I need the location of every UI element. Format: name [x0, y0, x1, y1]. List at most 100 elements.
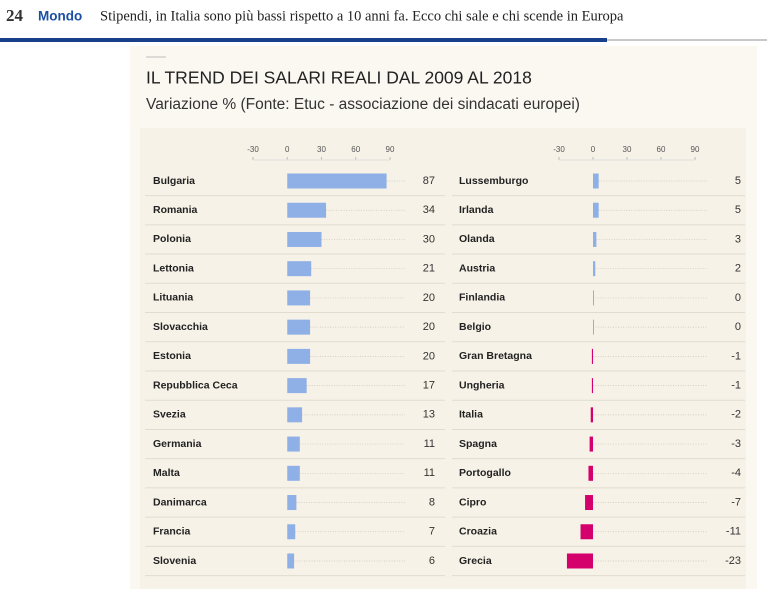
x-tick-label: 30 [317, 145, 326, 154]
row-label: Estonia [153, 350, 191, 362]
chart-subtitle: Variazione % (Fonte: Etuc - associazione… [146, 96, 580, 113]
bar [287, 407, 303, 423]
value-label: 3 [735, 233, 741, 245]
value-label: 11 [424, 438, 435, 450]
row-label: Slovenia [153, 555, 196, 567]
value-label: -23 [725, 555, 741, 567]
row-label: Austria [459, 262, 495, 274]
value-label: -4 [731, 467, 741, 479]
headline: Stipendi, in Italia sono più bassi rispe… [100, 8, 624, 24]
bar [287, 348, 311, 364]
row-label: Svezia [153, 409, 186, 421]
row-label: Malta [153, 467, 180, 479]
bar [287, 290, 311, 306]
value-label: 20 [423, 292, 435, 304]
row-label: Irlanda [459, 204, 494, 216]
bar [591, 348, 593, 364]
row-label: Finlandia [459, 292, 505, 304]
value-label: -1 [731, 350, 741, 362]
bar [585, 495, 593, 511]
value-label: 11 [424, 467, 435, 479]
row-label: Repubblica Ceca [153, 379, 238, 391]
value-label: 20 [423, 321, 435, 333]
value-label: 0 [735, 321, 741, 333]
row-label: Grecia [459, 555, 492, 567]
x-tick-label: 0 [285, 145, 290, 154]
x-tick-label: 60 [351, 145, 360, 154]
bar [591, 378, 593, 394]
bar [593, 231, 597, 247]
value-label: 21 [423, 263, 435, 275]
value-label: 30 [423, 233, 435, 245]
row-label: Gran Bretagna [459, 350, 532, 362]
progress-track [607, 39, 767, 41]
value-label: 6 [429, 555, 435, 567]
value-label: -1 [731, 380, 741, 392]
row-label: Lituania [153, 292, 193, 304]
header-bg [0, 0, 767, 38]
x-tick-label: 0 [591, 145, 596, 154]
bar [287, 173, 387, 189]
bar [287, 524, 296, 540]
bar [287, 495, 297, 511]
row-label: Croazia [459, 526, 497, 538]
bar [287, 261, 312, 277]
x-tick-label: 90 [386, 145, 395, 154]
value-label: -7 [731, 496, 741, 508]
value-label: 5 [735, 204, 741, 216]
x-tick-label: -30 [553, 145, 565, 154]
row-label: Spagna [459, 438, 497, 450]
row-label: Italia [459, 409, 483, 421]
row-label: Romania [153, 204, 198, 216]
row-label: Belgio [459, 321, 491, 333]
bar [287, 436, 300, 452]
bar [580, 524, 593, 540]
bar [287, 553, 295, 569]
bar [593, 202, 599, 218]
value-label: 8 [429, 496, 435, 508]
row-label: Francia [153, 526, 191, 538]
row-label: Ungheria [459, 379, 505, 391]
row-label: Lussemburgo [459, 175, 528, 187]
value-label: 34 [423, 204, 435, 216]
value-label: 87 [423, 175, 435, 187]
table-bg [140, 128, 746, 589]
bar [287, 231, 322, 247]
x-tick-label: 60 [657, 145, 666, 154]
row-label: Germania [153, 438, 202, 450]
value-label: -11 [726, 526, 741, 538]
value-label: 13 [423, 409, 435, 421]
value-label: 17 [423, 380, 435, 392]
x-tick-label: 90 [691, 145, 700, 154]
chart-title: IL TREND DEI SALARI REALI DAL 2009 AL 20… [146, 68, 532, 88]
bar [287, 202, 327, 218]
x-tick-label: 30 [623, 145, 632, 154]
value-label: 2 [735, 263, 741, 275]
bar [590, 407, 593, 423]
bar [593, 290, 594, 306]
row-label: Slovacchia [153, 321, 208, 333]
bar [593, 319, 594, 335]
value-label: -3 [731, 438, 741, 450]
row-label: Bulgaria [153, 175, 195, 187]
bar [589, 436, 593, 452]
row-label: Cipro [459, 496, 486, 508]
bar [566, 553, 593, 569]
bar [588, 465, 593, 481]
row-label: Polonia [153, 233, 191, 245]
bar [593, 261, 596, 277]
row-label: Danimarca [153, 496, 207, 508]
value-label: -2 [731, 409, 741, 421]
row-label: Portogallo [459, 467, 511, 479]
bar [287, 465, 300, 481]
row-label: Olanda [459, 233, 495, 245]
bar [287, 378, 307, 394]
value-label: 5 [735, 175, 741, 187]
x-tick-label: -30 [247, 145, 259, 154]
section[interactable]: Mondo [38, 9, 82, 24]
value-label: 7 [429, 526, 435, 538]
row-label: Lettonia [153, 262, 194, 274]
logo: 24 [6, 6, 24, 25]
